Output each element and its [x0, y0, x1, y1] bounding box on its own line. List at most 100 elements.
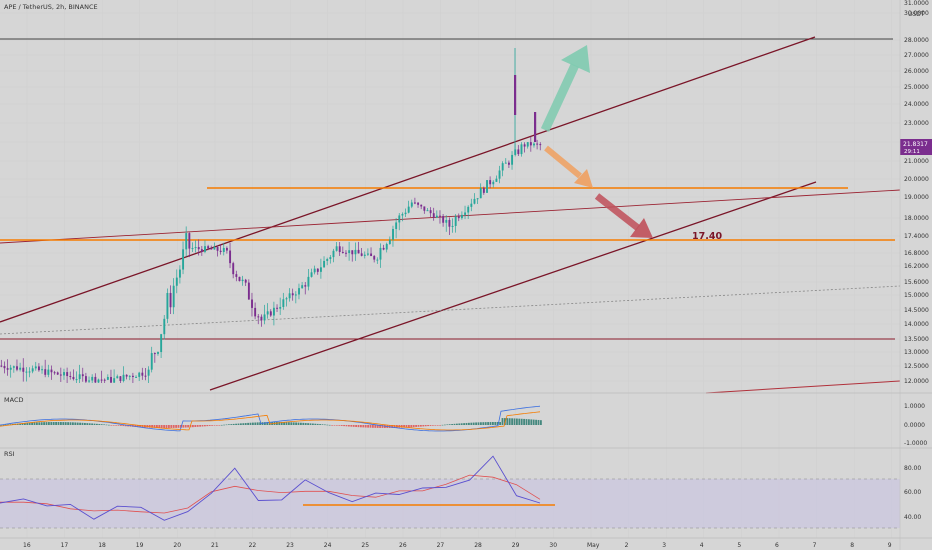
candle-body [332, 250, 335, 258]
candle-body [382, 247, 385, 250]
channel-lower-line [209, 181, 817, 391]
candle-body [251, 299, 253, 308]
candle-body [63, 372, 65, 376]
candle-body [320, 267, 322, 272]
candle-body [19, 367, 22, 370]
candle-body [138, 372, 141, 377]
macd-bar [520, 418, 523, 425]
price-axis-tick: 26.0000 [904, 68, 929, 75]
candle-body [116, 376, 119, 379]
macd-bar [93, 423, 96, 425]
time-axis-tick: 18 [98, 542, 106, 549]
candle-body [404, 212, 407, 215]
candle-body [432, 213, 435, 218]
candle-body [132, 375, 134, 377]
rsi-axis: 80.00 60.00 40.00 [904, 465, 921, 521]
macd-bar [55, 422, 57, 425]
candle-body [348, 250, 351, 254]
time-axis-tick: 7 [813, 542, 817, 549]
candle-body [157, 352, 159, 354]
price-axis: 31.0000 30.0000 28.0000 27.0000 26.0000 25.00… [904, 0, 929, 385]
macd-bar [307, 423, 309, 425]
current-price-label: 21.8317 [903, 141, 928, 148]
candle-body [501, 163, 504, 171]
price-axis-tick: 12.5000 [904, 363, 929, 370]
price-axis-tick: 14.5000 [904, 307, 929, 314]
candle-body [410, 202, 413, 207]
lower-right-trend-line [705, 380, 901, 394]
price-axis-tick: 20.0000 [904, 176, 929, 183]
macd-bar [67, 422, 69, 425]
candle-body [128, 375, 131, 377]
macd-bar [91, 423, 93, 425]
macd-bar [86, 423, 89, 425]
candle-body [160, 334, 163, 353]
macd-bar [52, 422, 55, 425]
candle-body [514, 149, 517, 155]
macd-bar [108, 424, 110, 426]
candle-body [166, 292, 169, 319]
macd-bar [218, 425, 221, 426]
macd-bar [120, 425, 122, 426]
macd-bar [338, 425, 341, 426]
candle-body [461, 214, 463, 219]
macd-bar [345, 425, 348, 427]
macd-bar [319, 424, 321, 425]
candle-body [285, 298, 288, 300]
candle-body [85, 376, 87, 382]
candle-body [28, 371, 31, 373]
candle-body [313, 268, 316, 273]
price-axis-tick: 12.0000 [904, 378, 929, 385]
macd-bar [43, 422, 45, 425]
macd-bar [79, 422, 81, 425]
candle-body [94, 376, 97, 383]
candle-body [417, 202, 420, 205]
time-axis-tick: 3 [662, 542, 666, 549]
macd-bar [444, 424, 446, 426]
candle-body [489, 180, 492, 185]
macd-bar [122, 425, 125, 427]
candle-body [197, 247, 200, 250]
candle-body [175, 277, 178, 286]
candle-body [454, 216, 457, 226]
rsi-band [0, 479, 900, 528]
macd-bar [506, 418, 509, 425]
macd-bar [36, 422, 38, 425]
candle-body [451, 225, 454, 227]
candle-body [269, 311, 272, 316]
time-axis-tick: 30 [549, 542, 557, 549]
candle-body [66, 372, 69, 377]
candle-body [360, 253, 363, 256]
candle-body [354, 249, 357, 255]
macd-bar [525, 419, 528, 425]
macd-bar [333, 425, 336, 426]
time-axis-tick: 27 [437, 542, 445, 549]
price-axis-tick: 31.0000 [904, 0, 929, 7]
macd-bar [172, 425, 175, 428]
macd-bar [192, 425, 194, 428]
macd-bar [316, 423, 319, 425]
candle-body [207, 246, 210, 249]
macd-bar [206, 425, 209, 427]
candles-layer [0, 48, 542, 383]
candle-body [486, 180, 488, 193]
macd-bar [511, 418, 513, 425]
time-axis-tick: 23 [286, 542, 294, 549]
time-axis-tick: 4 [700, 542, 704, 549]
macd-bar [84, 422, 86, 425]
macd-bar [489, 422, 492, 425]
candle-body [492, 181, 495, 185]
macd-bar [374, 425, 377, 428]
macd-bar [105, 424, 108, 426]
macd-bar [103, 424, 105, 426]
macd-bar [412, 425, 415, 428]
candle-body [351, 250, 354, 255]
price-axis-tick: 27.0000 [904, 52, 929, 59]
price-axis-tick: 28.0000 [904, 37, 929, 44]
macd-bar [252, 422, 254, 425]
macd-bar [523, 418, 525, 425]
macd-bar [326, 424, 329, 426]
candle-body [91, 376, 94, 381]
